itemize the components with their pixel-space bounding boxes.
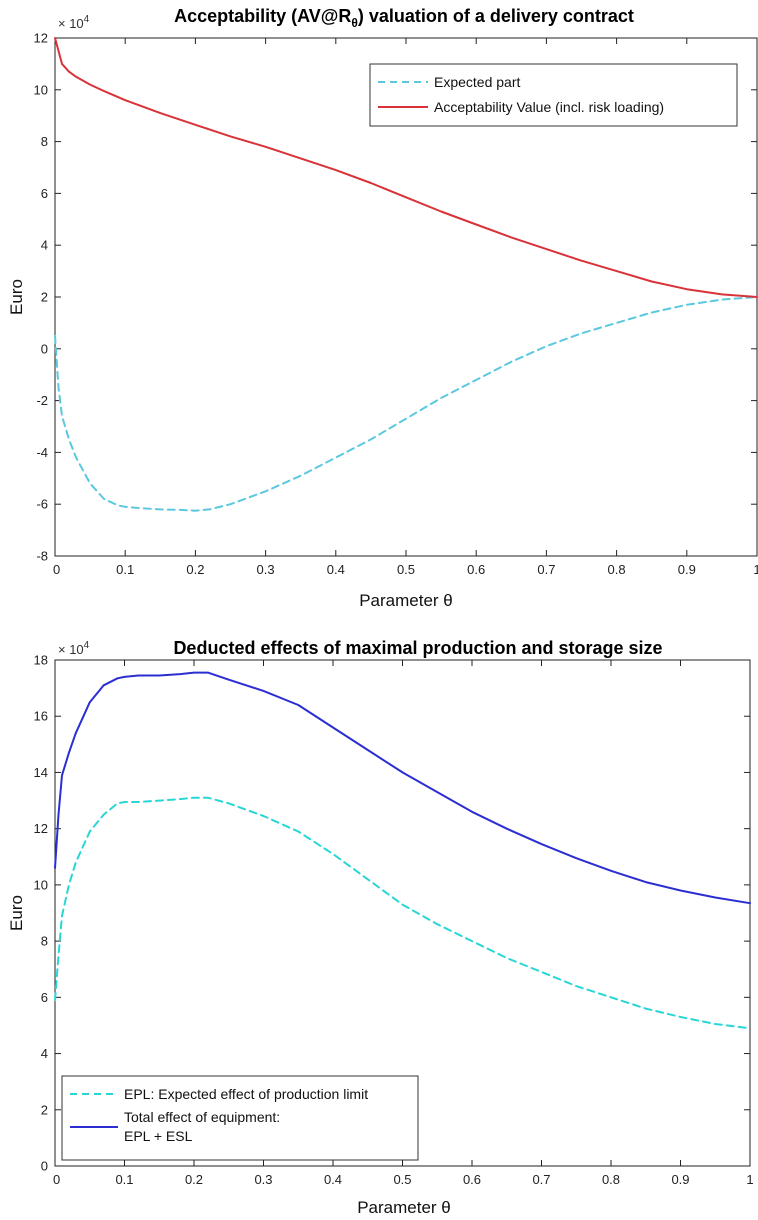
y-tick-label: 18 (34, 653, 48, 668)
x-tick-label: 0.6 (463, 1172, 481, 1187)
y-tick-label: 6 (41, 990, 48, 1005)
chart-acceptability-valuation: Acceptability (AV@Rθ) valuation of a del… (7, 6, 758, 610)
y-tick-label: -6 (36, 497, 48, 512)
x-tick-label: 0.9 (678, 562, 696, 577)
legend-label-total-effect-line2: EPL + ESL (124, 1128, 193, 1144)
legend: EPL: Expected effect of production limit… (61, 1075, 419, 1161)
series-line-dashed (54, 796, 751, 1030)
legend: Expected part Acceptability Value (incl.… (369, 63, 738, 127)
axis-ticks: 0 0.1 0.2 0.3 0.4 0.5 0.6 0.7 0.8 0.9 1 -8 -6 -4 -2 0 2 4… (34, 31, 758, 578)
x-axis-label: Parameter θ (357, 1198, 451, 1217)
x-tick-label: 0.9 (671, 1172, 689, 1187)
series-layer (54, 37, 758, 512)
x-tick-label: 0.1 (116, 562, 134, 577)
legend-box (61, 1075, 419, 1161)
x-axis-label: Parameter θ (359, 591, 453, 610)
y-tick-label: 8 (41, 134, 48, 149)
legend-label-epl: EPL: Expected effect of production limit (124, 1086, 368, 1102)
y-axis-exponent: × 104 (58, 14, 90, 31)
x-tick-label: 0.7 (537, 562, 555, 577)
y-tick-label: 6 (41, 186, 48, 201)
x-tick-label: 0.2 (185, 1172, 203, 1187)
y-tick-label: 0 (41, 1159, 48, 1174)
y-tick-label: 0 (41, 341, 48, 356)
y-axis-exponent: × 104 (58, 640, 90, 657)
axis-ticks: 0 0.1 0.2 0.3 0.4 0.5 0.6 0.7 0.8 0.9 102468101214… (34, 653, 754, 1188)
legend-label-acceptability-value: Acceptability Value (incl. risk loading) (434, 99, 664, 115)
y-axis-label: Euro (7, 279, 26, 315)
y-axis-label: Euro (7, 895, 26, 931)
y-tick-label: 12 (34, 31, 48, 46)
y-tick-label: -8 (36, 549, 48, 564)
y-tick-label: 4 (41, 1046, 48, 1061)
y-tick-label: -2 (36, 393, 48, 408)
y-tick-label: -4 (36, 445, 48, 460)
x-tick-label: 0.2 (186, 562, 204, 577)
series-line-dashed (54, 296, 758, 512)
y-tick-label: 8 (41, 934, 48, 949)
legend-box (369, 63, 738, 127)
y-tick-label: 10 (34, 82, 48, 97)
chart-title: Deducted effects of maximal production a… (173, 638, 662, 658)
x-tick-label: 0.1 (115, 1172, 133, 1187)
y-tick-label: 10 (34, 877, 48, 892)
x-tick-label: 0.4 (327, 562, 345, 577)
series-layer (54, 671, 751, 1030)
y-tick-label: 16 (34, 709, 48, 724)
y-tick-label: 14 (34, 765, 48, 780)
x-tick-label: 0.4 (324, 1172, 342, 1187)
series-line-solid (54, 37, 758, 298)
x-tick-label: 1 (746, 1172, 753, 1187)
x-tick-label: 0 (53, 562, 60, 577)
x-tick-label: 0.5 (393, 1172, 411, 1187)
x-tick-label: 0.8 (602, 1172, 620, 1187)
legend-label-expected-part: Expected part (434, 74, 520, 90)
x-tick-label: 0.3 (257, 562, 275, 577)
y-tick-label: 2 (41, 1102, 48, 1117)
x-tick-label: 0 (53, 1172, 60, 1187)
x-tick-label: 0.6 (467, 562, 485, 577)
y-tick-label: 12 (34, 821, 48, 836)
chart-deducted-effects: Deducted effects of maximal production a… (7, 638, 754, 1217)
series-line-solid (54, 671, 751, 905)
y-tick-label: 4 (41, 238, 48, 253)
x-tick-label: 0.7 (532, 1172, 550, 1187)
x-tick-label: 1 (753, 562, 758, 577)
chart-title: Acceptability (AV@Rθ) valuation of a del… (174, 6, 634, 30)
x-tick-label: 0.8 (608, 562, 626, 577)
x-tick-label: 0.5 (397, 562, 415, 577)
y-tick-label: 2 (41, 290, 48, 305)
legend-label-total-effect: Total effect of equipment: (124, 1109, 280, 1125)
x-tick-label: 0.3 (254, 1172, 272, 1187)
